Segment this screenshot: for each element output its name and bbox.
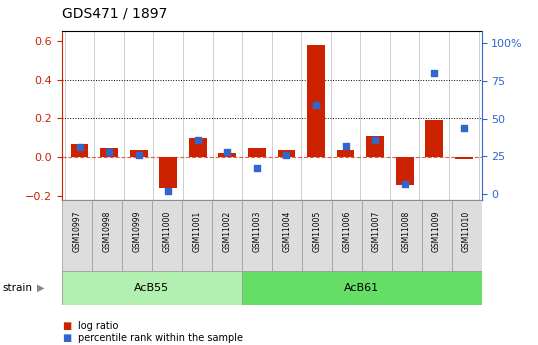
Text: AcB55: AcB55	[134, 283, 169, 293]
Text: GSM11000: GSM11000	[162, 211, 171, 252]
Bar	[422, 200, 451, 271]
Bar	[307, 45, 325, 157]
Point	[282, 152, 291, 158]
Text: GSM10998: GSM10998	[102, 211, 111, 252]
Bar	[242, 200, 272, 271]
Bar	[218, 154, 236, 157]
Bar	[451, 200, 482, 271]
Bar	[426, 120, 443, 157]
Text: GSM11001: GSM11001	[192, 211, 201, 252]
Bar	[455, 157, 473, 159]
Bar	[122, 200, 152, 271]
Text: ■: ■	[62, 321, 71, 331]
Text: GSM11002: GSM11002	[222, 211, 231, 252]
Bar	[337, 150, 355, 157]
Text: GDS471 / 1897: GDS471 / 1897	[62, 7, 167, 21]
Text: ▶: ▶	[37, 283, 44, 293]
Text: ■: ■	[62, 333, 71, 343]
Point	[371, 137, 379, 142]
Point	[400, 181, 409, 187]
Text: strain: strain	[3, 283, 33, 293]
Point	[253, 166, 261, 171]
Point	[105, 149, 114, 155]
Text: GSM11007: GSM11007	[372, 211, 381, 252]
Bar	[159, 157, 177, 188]
Text: GSM11008: GSM11008	[402, 211, 411, 252]
Text: percentile rank within the sample: percentile rank within the sample	[78, 333, 243, 343]
Text: GSM11009: GSM11009	[432, 211, 441, 252]
Point	[459, 125, 468, 130]
Bar	[62, 200, 92, 271]
Text: GSM11004: GSM11004	[282, 211, 291, 252]
Bar	[152, 200, 182, 271]
Bar	[331, 200, 362, 271]
Bar	[212, 200, 242, 271]
Point	[164, 188, 173, 194]
Point	[430, 71, 438, 76]
Bar	[362, 200, 392, 271]
Bar	[62, 271, 242, 305]
Bar	[272, 200, 302, 271]
Text: GSM11005: GSM11005	[312, 211, 321, 252]
Point	[312, 102, 320, 108]
Text: GSM10999: GSM10999	[132, 211, 141, 252]
Text: GSM10997: GSM10997	[72, 211, 81, 252]
Text: GSM11006: GSM11006	[342, 211, 351, 252]
Point	[75, 145, 84, 150]
Text: GSM11010: GSM11010	[462, 211, 471, 252]
Bar	[302, 200, 331, 271]
Point	[134, 152, 143, 158]
Text: AcB61: AcB61	[344, 283, 379, 293]
Bar	[248, 148, 266, 157]
Point	[223, 149, 232, 155]
Text: log ratio: log ratio	[78, 321, 118, 331]
Point	[341, 143, 350, 149]
Bar	[242, 271, 482, 305]
Bar	[70, 144, 88, 157]
Bar	[278, 150, 295, 157]
Bar	[392, 200, 422, 271]
Bar	[182, 200, 212, 271]
Bar	[100, 148, 118, 157]
Point	[194, 137, 202, 142]
Bar	[396, 157, 414, 185]
Bar	[130, 150, 147, 157]
Text: GSM11003: GSM11003	[252, 211, 261, 252]
Bar	[189, 138, 207, 157]
Bar	[366, 136, 384, 157]
Bar	[92, 200, 122, 271]
